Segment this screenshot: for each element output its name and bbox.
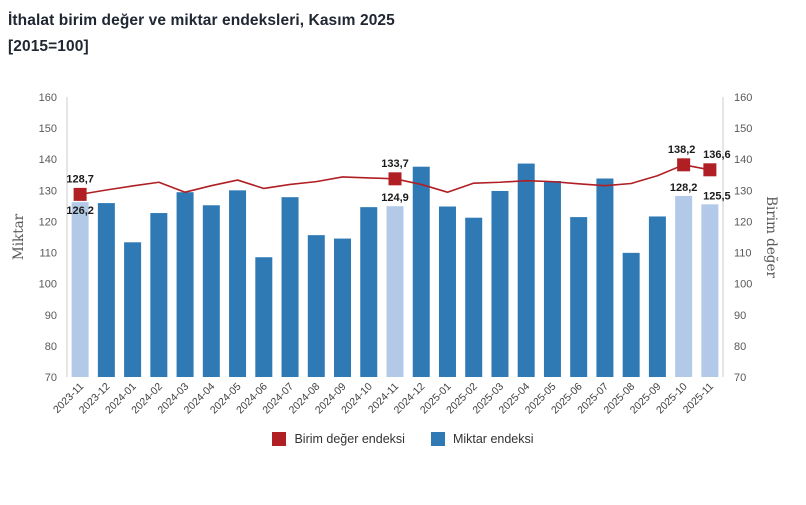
y-tick-label-left: 120 bbox=[39, 216, 57, 228]
y-tick-label-right: 70 bbox=[734, 372, 746, 384]
legend: Birim değer endeksi Miktar endeksi bbox=[0, 432, 806, 446]
bar bbox=[570, 217, 588, 377]
bar-value-label: 126,2 bbox=[66, 205, 94, 217]
y-tick-label-right: 110 bbox=[734, 248, 752, 260]
line-marker-square bbox=[703, 163, 717, 177]
bar-highlighted bbox=[71, 202, 89, 377]
y-tick-label-left: 160 bbox=[39, 92, 57, 104]
chart-canvas: 70 80 90 100 110 120 130 140 150 160 70 80 90 100 110 1… bbox=[39, 92, 753, 417]
legend-label: Miktar endeksi bbox=[452, 432, 534, 446]
x-axis-labels: 2023-112023-122024-012024-022024-032024-… bbox=[51, 381, 716, 417]
chart-title-line2: [2015=100] bbox=[8, 38, 89, 55]
line-markers bbox=[73, 158, 717, 201]
y-tick-label-left: 80 bbox=[45, 341, 57, 353]
y-axis-left-ticks: 70 80 90 100 110 120 130 140 150 160 bbox=[39, 92, 57, 384]
bar bbox=[517, 163, 535, 377]
line-value-label: 133,7 bbox=[381, 158, 409, 170]
chart-title: İthalat birim değer ve miktar endeksleri… bbox=[8, 8, 395, 60]
bars-layer bbox=[71, 163, 719, 377]
bar bbox=[150, 213, 168, 377]
data-labels: 128,7 126,2 133,7 124,9 138,2 128,2 136,6 125,5 bbox=[66, 144, 730, 217]
y-tick-label-right: 120 bbox=[734, 216, 752, 228]
line-value-label: 138,2 bbox=[668, 144, 696, 156]
bar bbox=[202, 205, 220, 377]
bar bbox=[281, 197, 299, 377]
bar bbox=[412, 166, 430, 377]
bar-highlighted bbox=[701, 204, 719, 377]
line-marker-square bbox=[677, 158, 691, 172]
bar bbox=[648, 216, 666, 377]
bar bbox=[255, 257, 273, 377]
y-tick-label-right: 160 bbox=[734, 92, 752, 104]
y-tick-label-right: 150 bbox=[734, 123, 752, 135]
y-tick-label-right: 130 bbox=[734, 185, 752, 197]
y-tick-label-left: 70 bbox=[45, 372, 57, 384]
legend-swatch-blue-square-icon bbox=[430, 432, 445, 446]
line-value-label: 136,6 bbox=[703, 149, 731, 161]
bar bbox=[176, 192, 194, 377]
bar bbox=[124, 242, 142, 377]
bar-highlighted bbox=[386, 206, 404, 377]
y-tick-label-right: 90 bbox=[734, 310, 746, 322]
y-tick-label-right: 80 bbox=[734, 341, 746, 353]
bar bbox=[596, 178, 614, 377]
bar-highlighted bbox=[675, 195, 693, 377]
y-tick-label-left: 110 bbox=[39, 248, 57, 260]
bar-value-label: 125,5 bbox=[703, 190, 731, 202]
line-marker-square bbox=[73, 187, 87, 201]
y-tick-label-left: 90 bbox=[45, 310, 57, 322]
line-marker-square bbox=[388, 172, 402, 186]
y-tick-label-right: 140 bbox=[734, 154, 752, 166]
y-tick-label-left: 150 bbox=[39, 123, 57, 135]
y-tick-label-right: 100 bbox=[734, 279, 752, 291]
bar bbox=[97, 203, 115, 377]
bar-value-label: 124,9 bbox=[381, 192, 409, 204]
y-tick-label-left: 100 bbox=[39, 279, 57, 291]
legend-item-miktar: Miktar endeksi bbox=[430, 432, 534, 446]
bar-value-label: 128,2 bbox=[670, 182, 698, 194]
bar bbox=[465, 217, 483, 377]
legend-label: Birim değer endeksi bbox=[294, 432, 405, 446]
bar bbox=[622, 252, 640, 377]
y-axis-right-ticks: 70 80 90 100 110 120 130 140 150 160 bbox=[734, 92, 752, 384]
y-tick-label-left: 130 bbox=[39, 185, 57, 197]
bar bbox=[360, 207, 378, 377]
legend-item-birim-deger: Birim değer endeksi bbox=[272, 432, 405, 446]
bar bbox=[438, 206, 456, 377]
y-tick-label-left: 140 bbox=[39, 154, 57, 166]
legend-swatch-red-square-icon bbox=[272, 432, 287, 446]
axis-lines bbox=[66, 97, 724, 377]
bar bbox=[543, 181, 561, 377]
bar bbox=[334, 238, 352, 377]
line-value-label: 128,7 bbox=[66, 173, 94, 185]
bar bbox=[307, 235, 325, 377]
chart-title-line1: İthalat birim değer ve miktar endeksleri… bbox=[8, 12, 395, 29]
bar bbox=[491, 190, 509, 377]
bar bbox=[229, 190, 247, 377]
